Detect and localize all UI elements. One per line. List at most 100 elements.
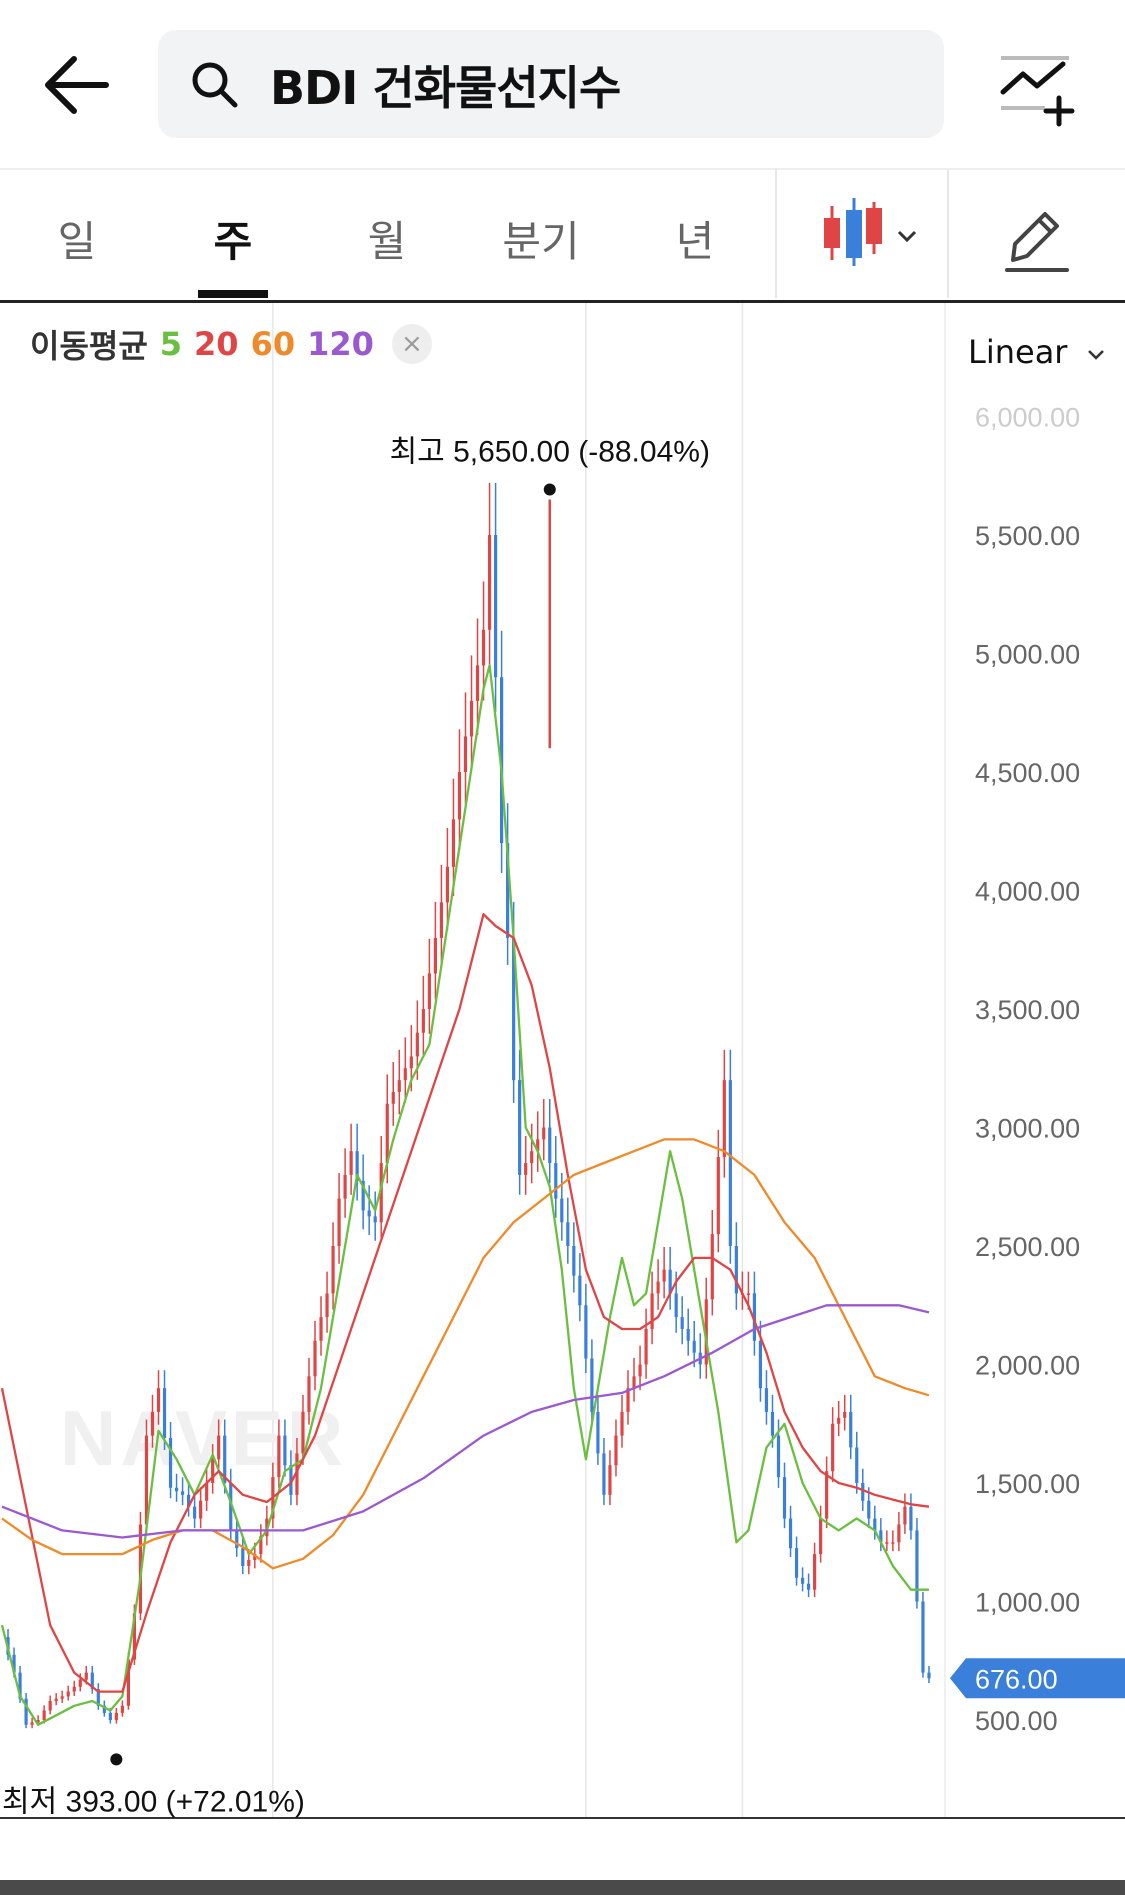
candle-body <box>734 1246 738 1294</box>
candle-body <box>602 1453 606 1495</box>
y-tick-label: 1,000.00 <box>975 1588 1080 1618</box>
moving-average-legend[interactable]: 이동평균 5 20 60 120 × <box>30 321 432 367</box>
candle-body <box>307 1376 311 1412</box>
candle-body <box>439 902 444 938</box>
candle-body <box>469 700 474 737</box>
candle-body <box>126 1659 131 1706</box>
candle-body <box>259 1536 263 1555</box>
candle-body <box>668 1269 672 1294</box>
candle-body <box>114 1712 118 1720</box>
candle-body <box>837 1417 841 1424</box>
candle-body <box>481 629 486 666</box>
low-label: 최저 393.00 (+72.01%) <box>2 1785 305 1818</box>
candle-body <box>674 1293 678 1318</box>
tab-quarter[interactable]: 분기 <box>502 217 580 266</box>
chart-type-button[interactable] <box>775 170 949 298</box>
candle-body <box>30 1722 34 1725</box>
candle-body <box>788 1518 793 1549</box>
tab-month[interactable]: 월 <box>367 217 407 266</box>
candle-body <box>18 1672 22 1699</box>
tab-year[interactable]: 년 <box>675 217 715 266</box>
candle-body <box>548 1127 552 1164</box>
back-button[interactable] <box>40 45 120 125</box>
ma60-label: 60 <box>250 325 296 363</box>
candle-body <box>572 1246 576 1276</box>
candle-body <box>277 1435 281 1478</box>
candle-body <box>343 1174 347 1199</box>
candle-body <box>704 1299 708 1365</box>
candle-body <box>361 1180 365 1211</box>
y-tick-label: 6,000.00 <box>975 403 1080 433</box>
candle-body <box>211 1459 215 1483</box>
candle-body <box>849 1411 853 1448</box>
ma120-label: 120 <box>307 325 374 363</box>
candle-body <box>475 665 480 701</box>
candle-body <box>187 1494 191 1507</box>
top-bar: BDI 건화물선지수 <box>0 0 1125 170</box>
candle-body <box>915 1530 919 1602</box>
candle-body <box>626 1388 630 1412</box>
candle-body <box>692 1340 696 1353</box>
candle-body <box>463 736 468 772</box>
ma20-label: 20 <box>194 325 239 363</box>
candle-body <box>927 1672 931 1679</box>
candle-body <box>722 1080 726 1158</box>
candle-body <box>349 1151 353 1175</box>
compare-chart-button[interactable] <box>995 50 1075 130</box>
candle-body <box>542 1127 546 1140</box>
candle-body <box>770 1411 775 1436</box>
candle-body <box>764 1388 769 1412</box>
candle-body <box>205 1483 209 1501</box>
candle-body <box>337 1198 341 1246</box>
candle-body <box>716 1157 720 1235</box>
candle-body <box>235 1530 239 1549</box>
candle-body <box>861 1483 865 1501</box>
candle-body <box>180 1491 185 1495</box>
ma5-line <box>0 664 929 1726</box>
candle-body <box>84 1672 88 1680</box>
tab-day[interactable]: 일 <box>57 217 97 266</box>
candle-body <box>144 1435 149 1525</box>
chart-area[interactable]: 500.00 1,000.00 1,500.00 2,000.00 2,500.00 3,… <box>0 303 1125 1857</box>
y-tick-label: 2,500.00 <box>975 1232 1080 1262</box>
y-tick-label: 3,500.00 <box>975 995 1080 1025</box>
chevron-down-icon <box>1087 350 1104 360</box>
ma60-line <box>1 1138 930 1570</box>
close-icon[interactable]: × <box>391 324 432 364</box>
candle-body <box>415 1032 419 1057</box>
ma-legend-label: 이동평균 <box>30 327 148 365</box>
candle-body <box>596 1411 600 1454</box>
candle-body <box>608 1465 612 1495</box>
scale-select[interactable]: Linear <box>968 333 1108 371</box>
candle-body <box>506 843 510 938</box>
low-marker <box>110 1753 123 1766</box>
candle-body <box>813 1554 817 1590</box>
candle-body <box>819 1518 823 1555</box>
tab-week[interactable]: 주 <box>213 217 253 266</box>
candle-body <box>536 1139 540 1152</box>
price-chart[interactable]: 500.00 1,000.00 1,500.00 2,000.00 2,500.00 3,… <box>0 303 1125 1857</box>
candle-body <box>409 1056 413 1069</box>
candle-body <box>614 1435 618 1466</box>
candle-body <box>36 1720 40 1723</box>
search-field[interactable]: BDI 건화물선지수 <box>158 30 944 138</box>
candle-body <box>825 1471 829 1519</box>
draw-tool-button[interactable] <box>947 170 1125 298</box>
period-tabs: 일 주 월 분기 년 <box>0 170 1125 303</box>
candle-body <box>584 1305 588 1359</box>
candle-body <box>397 1080 401 1092</box>
candle-body <box>620 1411 624 1436</box>
y-tick-label: 2,000.00 <box>975 1351 1080 1381</box>
candle-body <box>560 1198 564 1223</box>
candle-body <box>199 1500 203 1519</box>
y-tick-label: 4,000.00 <box>975 877 1080 907</box>
candle-body <box>162 1388 167 1438</box>
candle-body <box>831 1423 835 1472</box>
candle-body <box>752 1293 757 1341</box>
candle-body <box>421 1009 425 1033</box>
y-tick-label: 4,500.00 <box>975 758 1080 788</box>
candle-body <box>590 1358 594 1412</box>
candle-body <box>132 1613 137 1660</box>
candle-body <box>518 1080 522 1175</box>
candle-body <box>524 1163 528 1175</box>
